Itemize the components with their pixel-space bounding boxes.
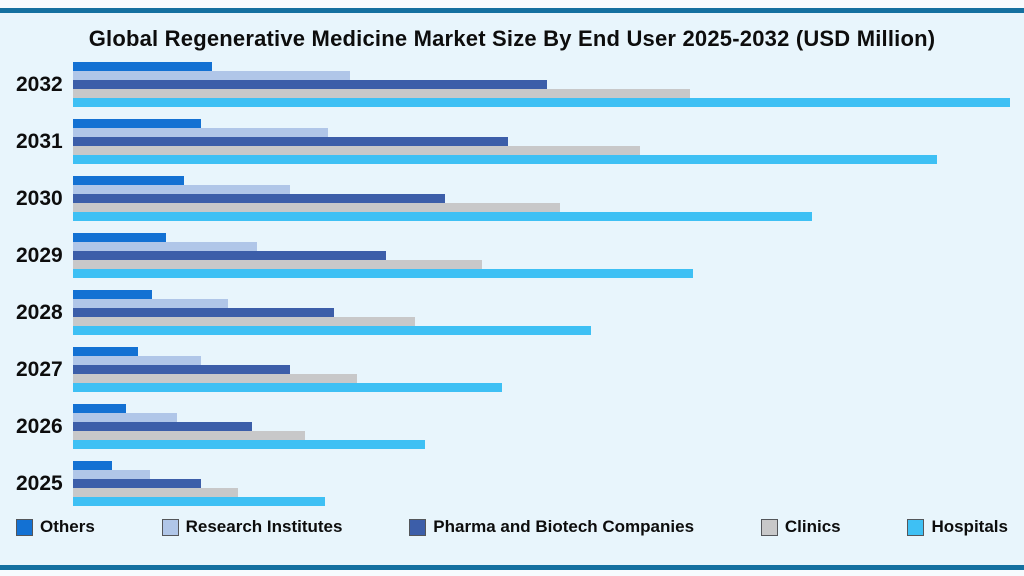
bar-hospitals [73,440,426,449]
bar-research-institutes [73,470,150,479]
bar-hospitals [73,155,937,164]
bar-clinics [73,146,640,155]
year-label: 2029 [16,243,63,267]
bar-hospitals [73,326,592,335]
bar-pharma-and-biotech-companies [73,422,252,431]
bar-pharma-and-biotech-companies [73,308,335,317]
legend-swatch-clinics-icon [760,518,778,536]
bar-stack [73,176,1010,221]
legend-label: Hospitals [931,517,1008,536]
legend-item-hospitals: Hospitals [907,517,1008,537]
bar-others [73,290,152,299]
legend-item-research-institutes: Research Institutes [161,517,343,537]
bar-hospitals [73,98,1010,107]
legend-item-pharma-and-biotech-companies: Pharma and Biotech Companies [409,517,694,537]
legend-item-clinics: Clinics [760,517,841,537]
year-label: 2031 [16,129,63,153]
legend: Others Research Institutes Pharma and Biot… [0,517,1024,537]
year-label: 2025 [16,471,63,495]
legend-label: Pharma and Biotech Companies [433,517,695,536]
bar-stack [73,461,1010,506]
chart-title: Global Regenerative Medicine Market Size… [88,26,936,51]
chart-row-2028: 2028 [16,290,1010,335]
legend-swatch-research-institutes-icon [161,518,179,536]
legend-label: Research Institutes [185,517,343,536]
bar-stack [73,62,1010,107]
bar-stack [73,233,1010,278]
bar-others [73,404,127,413]
legend-swatch-pharma-and-biotech-companies-icon [409,518,427,536]
legend-label: Others [40,517,95,536]
bar-clinics [73,431,306,440]
bar-stack [73,119,1010,164]
bar-clinics [73,374,357,383]
bar-hospitals [73,383,503,392]
bar-research-institutes [73,356,202,365]
bar-research-institutes [73,128,328,137]
bar-research-institutes [73,413,177,422]
chart-row-2029: 2029 [16,233,1010,278]
year-label: 2027 [16,357,63,381]
bar-clinics [73,89,691,98]
year-label: 2032 [16,72,63,96]
legend-swatch-hospitals-icon [907,518,925,536]
chart-row-2025: 2025 [16,461,1010,506]
bar-research-institutes [73,71,351,80]
bar-others [73,176,184,185]
chart-row-2026: 2026 [16,404,1010,449]
chart-row-2027: 2027 [16,347,1010,392]
bar-pharma-and-biotech-companies [73,137,508,146]
legend-item-others: Others [16,517,95,537]
bar-others [73,62,212,71]
bar-research-institutes [73,299,228,308]
bar-clinics [73,260,482,269]
year-label: 2026 [16,414,63,438]
bar-pharma-and-biotech-companies [73,365,291,374]
bar-others [73,461,113,470]
bar-research-institutes [73,242,257,251]
bar-hospitals [73,497,326,506]
chart-row-2032: 2032 [16,62,1010,107]
chart-row-2030: 2030 [16,176,1010,221]
legend-label: Clinics [784,517,841,536]
bar-hospitals [73,269,694,278]
year-label: 2028 [16,300,63,324]
bar-pharma-and-biotech-companies [73,251,386,260]
bar-others [73,233,166,242]
bar-clinics [73,488,238,497]
year-label: 2030 [16,186,63,210]
chart-frame: Global Regenerative Medicine Market Size… [0,8,1024,570]
chart-row-2031: 2031 [16,119,1010,164]
grouped-bar-chart: 2032 2031 2030 2029 2028 2027 2026 2025 [0,62,1024,506]
bar-pharma-and-biotech-companies [73,80,548,89]
bar-stack [73,347,1010,392]
bar-others [73,119,202,128]
bar-clinics [73,203,561,212]
bar-stack [73,290,1010,335]
bar-hospitals [73,212,813,221]
bar-research-institutes [73,185,291,194]
bar-clinics [73,317,415,326]
bar-pharma-and-biotech-companies [73,479,202,488]
bar-stack [73,404,1010,449]
bar-pharma-and-biotech-companies [73,194,445,203]
legend-swatch-others-icon [16,518,33,536]
bar-others [73,347,138,356]
